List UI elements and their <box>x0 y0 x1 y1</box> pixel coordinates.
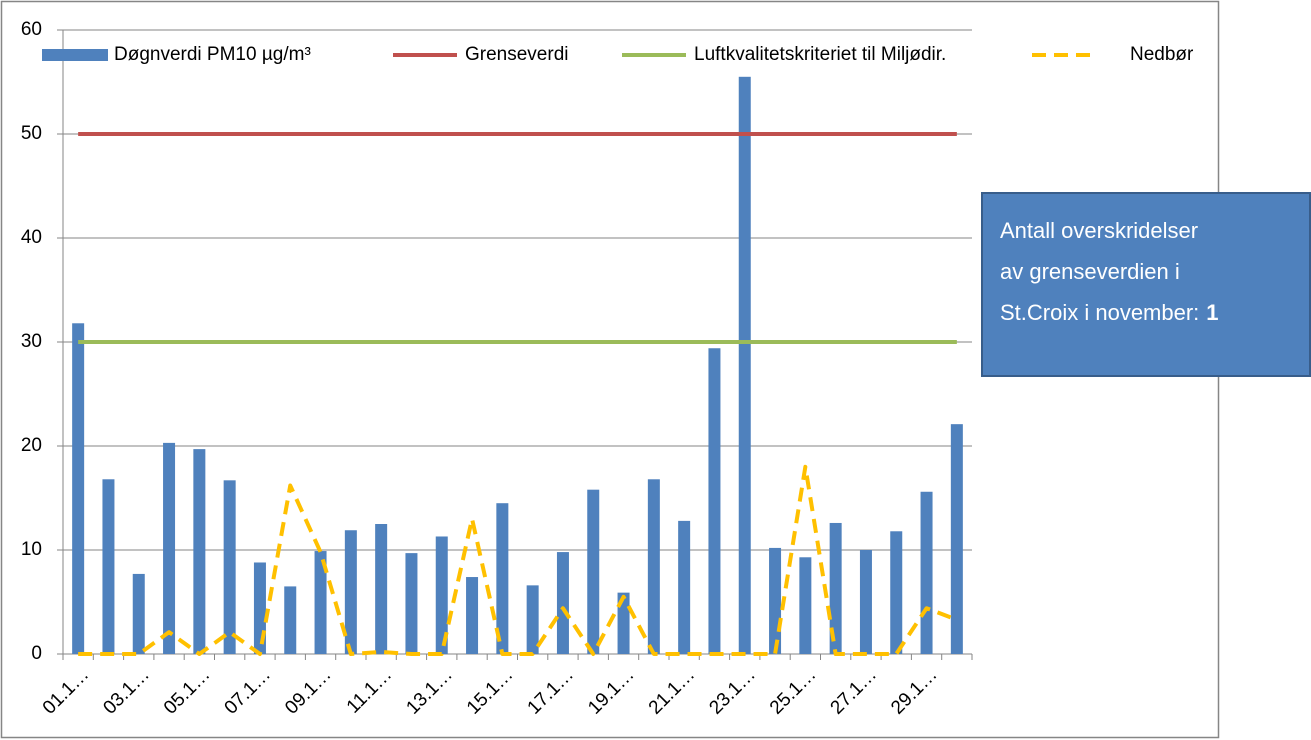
bar <box>799 557 812 654</box>
bar <box>466 577 479 654</box>
y-tick-label: 10 <box>21 539 42 560</box>
annotation-bold: 1 <box>1206 300 1218 325</box>
legend-label: Grenseverdi <box>465 44 569 65</box>
bar <box>859 550 872 654</box>
bar <box>314 551 327 654</box>
legend-label: Nedbør <box>1130 44 1194 65</box>
bar <box>72 323 85 654</box>
y-tick-label: 30 <box>21 331 42 352</box>
bar <box>193 449 206 654</box>
annotation-text: Antall overskridelser <box>1000 218 1198 243</box>
bar <box>708 348 721 654</box>
y-tick-label: 60 <box>21 19 42 40</box>
bar <box>556 552 569 654</box>
bar <box>496 503 509 654</box>
line-series <box>78 464 958 656</box>
bar <box>950 424 963 654</box>
bar <box>375 524 388 654</box>
bar <box>132 573 145 654</box>
bar <box>769 547 782 654</box>
legend-label: Luftkvalitetskriteriet til Miljødir. <box>694 44 946 65</box>
annotation-text: St.Croix i november: 1 <box>1000 300 1219 325</box>
legend-label: Døgnverdi PM10 µg/m³ <box>114 44 311 65</box>
annotation-text: av grenseverdien i <box>1000 259 1180 284</box>
bar <box>617 592 630 654</box>
y-tick-label: 50 <box>21 123 42 144</box>
bar <box>284 586 297 654</box>
bar <box>920 491 933 654</box>
bar <box>435 536 448 654</box>
annotation-box <box>981 192 1311 377</box>
bar <box>829 522 842 654</box>
y-tick-label: 40 <box>21 227 42 248</box>
bar <box>223 480 236 654</box>
y-tick-label: 20 <box>21 435 42 456</box>
bar <box>344 530 357 654</box>
bar <box>102 479 115 654</box>
bar <box>647 479 660 654</box>
bar <box>526 585 539 654</box>
bar <box>678 520 691 654</box>
bar <box>738 76 751 655</box>
legend-swatch <box>42 49 108 61</box>
bar <box>890 531 903 654</box>
y-tick-label: 0 <box>31 643 42 664</box>
bar <box>163 442 176 654</box>
bar <box>587 489 600 654</box>
bar <box>405 553 418 654</box>
